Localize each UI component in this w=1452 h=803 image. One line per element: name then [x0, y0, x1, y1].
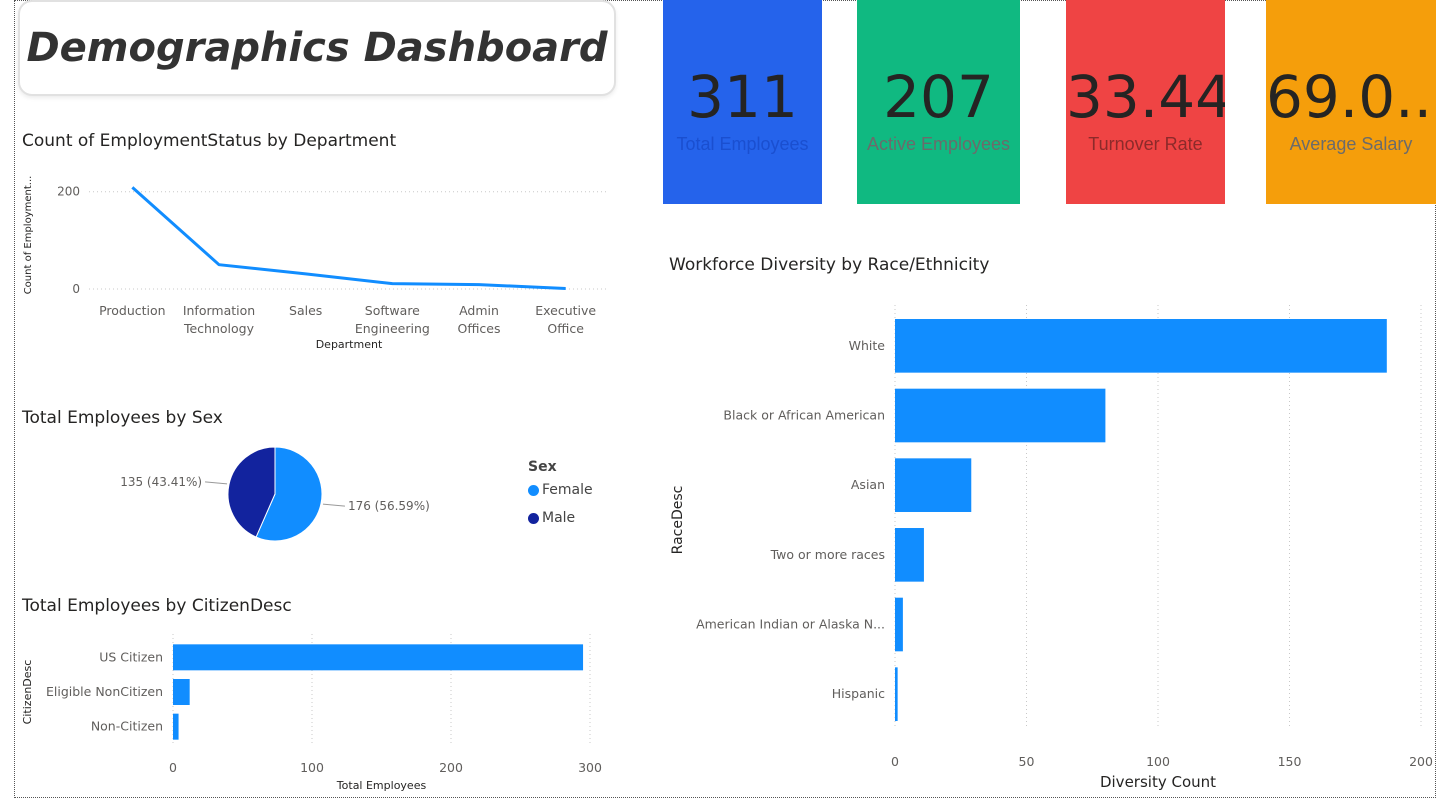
x-tick-label: 100	[300, 760, 324, 775]
bar	[895, 319, 1387, 373]
kpi-label: Total Employees	[676, 134, 809, 154]
x-axis-title: Diversity Count	[1100, 773, 1216, 791]
x-tick-label: Office	[547, 321, 584, 336]
x-tick-label: Engineering	[355, 321, 430, 336]
legend-label: Male	[542, 510, 576, 526]
dashboard-title: Demographics Dashboard	[26, 25, 608, 71]
bar	[895, 528, 924, 582]
race-chart-title: Workforce Diversity by Race/Ethnicity	[669, 255, 990, 275]
citizen-chart-title: Total Employees by CitizenDesc	[22, 596, 292, 616]
title-card: Demographics Dashboard	[18, 0, 616, 96]
race-bar-chart[interactable]: 0 50 100 150 200 White Black or African Americ…	[660, 280, 1436, 796]
y-tick-label: 200	[57, 185, 80, 199]
x-axis-title: Total Employees	[336, 779, 427, 792]
bar	[173, 679, 190, 705]
legend-dot-icon	[528, 512, 539, 524]
line-chart-title: Count of EmploymentStatus by Department	[22, 131, 397, 151]
category-label: Eligible NonCitizen	[46, 684, 163, 699]
pie-legend-title: Sex	[528, 459, 557, 475]
x-tick-label: 100	[1146, 754, 1170, 769]
bar	[173, 644, 584, 671]
pie-chart-title: Total Employees by Sex	[22, 408, 223, 428]
x-tick-label: Technology	[183, 321, 255, 336]
x-axis-title: Department	[316, 338, 383, 351]
category-label: White	[849, 338, 886, 353]
kpi-value: 69.0...	[1266, 63, 1436, 131]
category-label: US Citizen	[99, 649, 163, 664]
x-tick-label: 300	[578, 760, 602, 775]
pie-data-label: 135 (43.41%)	[120, 475, 202, 489]
kpi-card-average-salary[interactable]: 69.0... Average Salary	[1266, 0, 1436, 204]
x-tick-label: 50	[1019, 754, 1035, 769]
citizen-bar-chart[interactable]: 0 100 200 300 US Citizen Eligible NonCitizen N…	[14, 622, 626, 796]
line-chart[interactable]: 0 200 Production Information Technology Sales…	[14, 160, 624, 360]
bar	[895, 597, 903, 652]
line-series	[131, 186, 566, 291]
y-axis-title: RaceDesc	[670, 486, 686, 555]
kpi-value: 311	[687, 63, 798, 131]
kpi-value: 207	[883, 63, 994, 131]
pie-leader-line	[205, 481, 228, 485]
category-label: Black or African American	[723, 408, 885, 423]
kpi-card-total-employees[interactable]: 311 Total Employees	[663, 0, 822, 204]
x-tick-label: Offices	[458, 321, 501, 336]
bar	[895, 388, 1106, 443]
y-axis-title: CitizenDesc	[21, 660, 34, 725]
x-tick-label: 200	[439, 760, 463, 775]
pie-data-label: 176 (56.59%)	[348, 499, 430, 513]
kpi-card-active-employees[interactable]: 207 Active Employees	[857, 0, 1020, 204]
category-label: Hispanic	[832, 686, 885, 701]
x-tick-label: Executive	[535, 303, 596, 318]
category-label: Two or more races	[770, 547, 885, 562]
x-tick-label: 0	[169, 760, 177, 775]
x-tick-label: Sales	[289, 303, 322, 318]
pie-chart[interactable]: 176 (56.59%) 135 (43.41%)	[110, 440, 440, 550]
pie-slice	[255, 446, 323, 542]
x-tick-label: 150	[1278, 754, 1302, 769]
x-tick-label: Software	[365, 303, 420, 318]
category-label: Non-Citizen	[91, 719, 163, 734]
kpi-card-turnover-rate[interactable]: 33.44 Turnover Rate	[1066, 0, 1225, 204]
legend-item-male[interactable]: Male	[528, 510, 575, 526]
legend-item-female[interactable]: Female	[528, 482, 593, 498]
y-tick-label: 0	[72, 282, 80, 296]
kpi-label: Active Employees	[866, 134, 1011, 154]
pie-leader-line	[322, 503, 345, 507]
y-axis-title: Count of Employment...	[23, 176, 34, 295]
legend-label: Female	[542, 482, 593, 498]
x-tick-label: 200	[1409, 754, 1433, 769]
kpi-value: 33.44	[1066, 63, 1225, 131]
bar	[173, 713, 179, 740]
kpi-label: Average Salary	[1289, 134, 1413, 154]
kpi-label: Turnover Rate	[1088, 134, 1203, 154]
bar	[895, 458, 972, 512]
legend-dot-icon	[528, 484, 539, 496]
category-label: Asian	[851, 477, 885, 492]
x-tick-label: Information	[183, 303, 255, 318]
category-label: American Indian or Alaska N...	[696, 617, 885, 632]
bar	[895, 667, 898, 721]
pie-slice	[227, 446, 276, 538]
x-tick-label: 0	[891, 754, 899, 769]
x-tick-label: Admin	[459, 303, 499, 318]
x-tick-label: Production	[99, 303, 166, 318]
